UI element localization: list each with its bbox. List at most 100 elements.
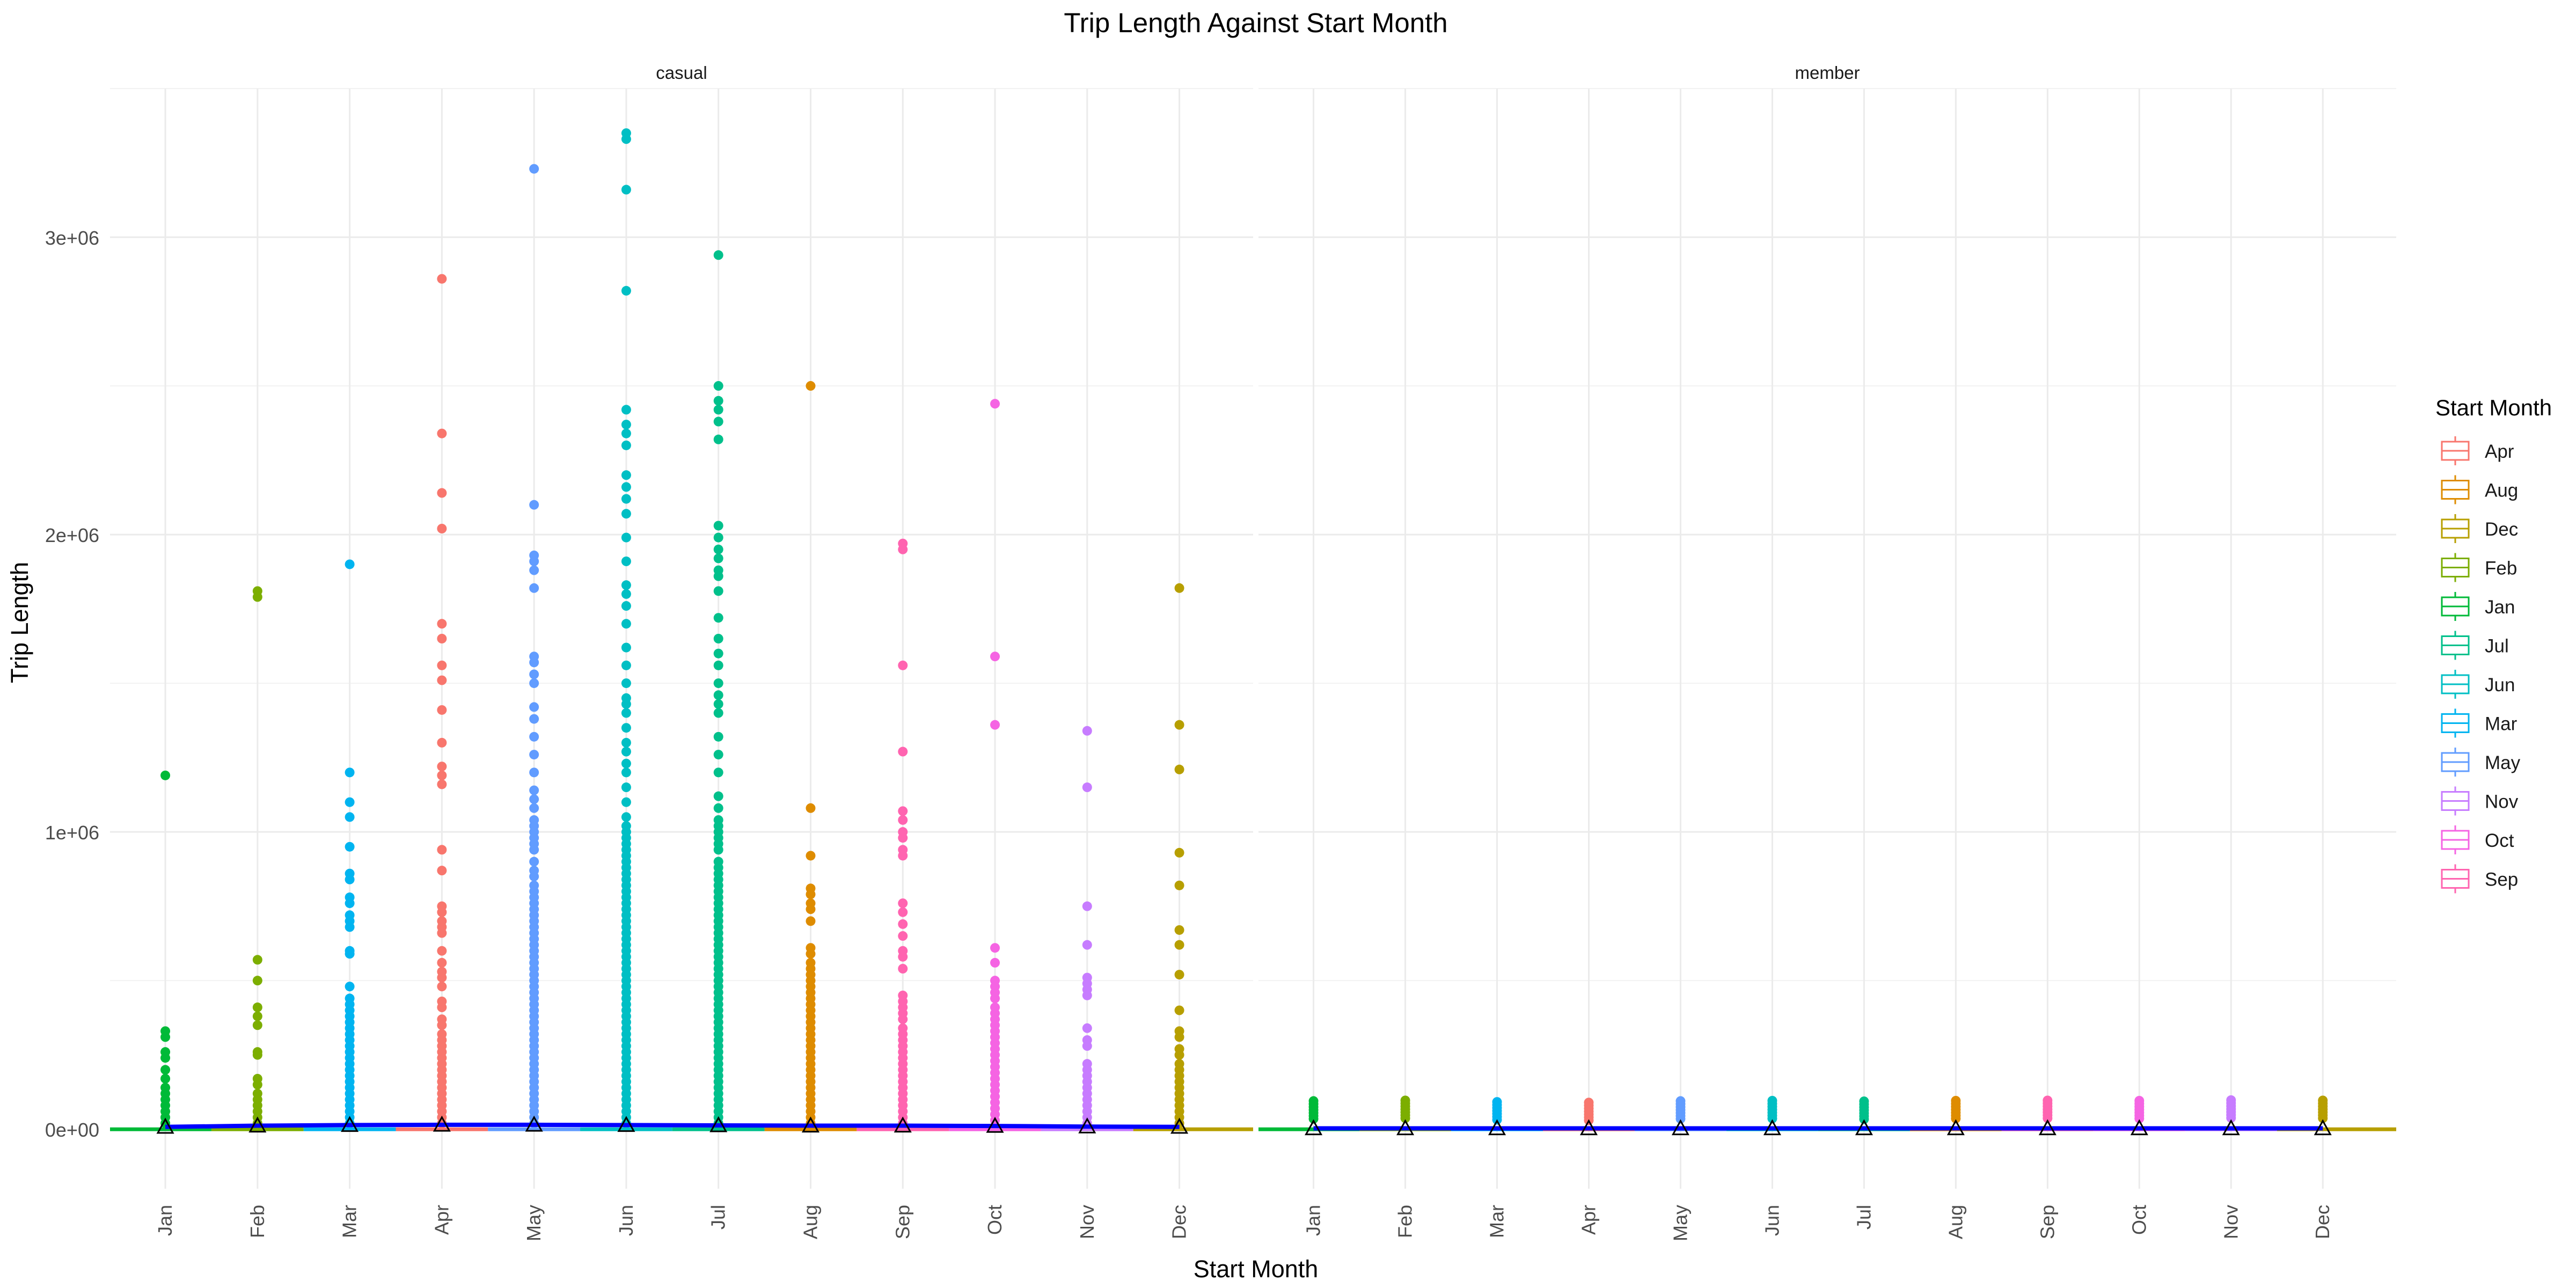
data-point-jul [713, 708, 723, 718]
data-point-mar [345, 922, 355, 932]
x-tick-label: Jul [707, 1205, 729, 1230]
legend-label: Mar [2485, 714, 2518, 735]
data-point-jul [713, 250, 723, 260]
data-point-dec [1174, 720, 1184, 730]
data-point-may [529, 565, 539, 575]
mean-marker [2222, 1119, 2240, 1136]
mean-marker [1946, 1119, 1965, 1136]
data-point-jun [621, 767, 631, 778]
legend-item-feb: Feb [2441, 553, 2517, 582]
data-point-jul [713, 396, 723, 406]
x-tick-label: Dec [1168, 1205, 1190, 1239]
mean-marker [1763, 1119, 1781, 1136]
data-point-apr [437, 274, 447, 284]
data-point-dec [2318, 1113, 2328, 1123]
data-point-jun [621, 580, 631, 590]
x-tick-label: May [523, 1205, 545, 1241]
data-point-aug [806, 916, 816, 926]
data-point-sep [898, 964, 908, 974]
data-point-aug [806, 381, 816, 391]
mean-marker [1579, 1119, 1598, 1136]
data-point-jul [713, 699, 723, 709]
x-tick-label: Sep [2036, 1205, 2058, 1239]
mean-marker [709, 1116, 728, 1132]
data-point-may [529, 657, 539, 668]
data-point-jan [160, 1053, 171, 1063]
data-point-aug [806, 889, 816, 899]
legend-title: Start Month [2435, 395, 2552, 420]
data-point-dec [1174, 970, 1184, 980]
data-point-sep [898, 833, 908, 843]
data-point-nov [1082, 1023, 1092, 1033]
y-tick-label: 1e+06 [45, 822, 99, 844]
data-point-jul [713, 731, 723, 742]
data-point-jan [160, 1065, 171, 1075]
data-point-oct [990, 399, 1000, 409]
data-point-jun [621, 747, 631, 757]
y-tick-label: 0e+00 [45, 1119, 99, 1141]
data-point-sep [898, 544, 908, 554]
mean-marker [156, 1117, 174, 1134]
data-point-jun [621, 470, 631, 480]
data-point-apr [437, 1002, 447, 1013]
data-point-jun [621, 509, 631, 519]
data-point-may [529, 702, 539, 712]
x-tick-label: Apr [1577, 1205, 1599, 1235]
x-tick-label: Mar [1486, 1205, 1508, 1238]
data-point-feb [252, 976, 262, 986]
x-tick-label: Dec [2311, 1205, 2333, 1239]
x-tick-label: Aug [799, 1205, 821, 1239]
data-point-jun [621, 642, 631, 653]
data-point-jun [621, 723, 631, 733]
legend: Start Month Apr Aug Dec Feb Jan Jul Jun Mar May N… [2435, 395, 2552, 894]
data-point-apr [437, 619, 447, 629]
data-point-sep [898, 1014, 908, 1024]
data-point-jul [713, 521, 723, 531]
data-point-sep [898, 919, 908, 929]
data-point-oct [990, 993, 1000, 1004]
legend-item-mar: Mar [2441, 708, 2518, 738]
data-point-jun [621, 758, 631, 769]
data-point-sep [898, 660, 908, 670]
data-point-feb [252, 1050, 262, 1060]
data-point-may [529, 794, 539, 804]
data-point-nov [1082, 990, 1092, 1000]
data-point-may [529, 750, 539, 760]
legend-item-sep: Sep [2441, 864, 2518, 894]
data-point-may [529, 731, 539, 742]
data-point-jul [1859, 1114, 1869, 1124]
data-point-jun [621, 660, 631, 670]
data-point-dec [1174, 925, 1184, 935]
data-point-jul [713, 434, 723, 444]
mean-marker [1488, 1119, 1506, 1136]
x-tick-label: Jun [615, 1205, 637, 1236]
data-point-jul [713, 690, 723, 700]
data-point-jun [621, 699, 631, 709]
data-point-aug [806, 949, 816, 959]
data-point-may [529, 583, 539, 593]
data-point-may [529, 803, 539, 813]
data-point-nov [1082, 901, 1092, 911]
data-point-feb [252, 592, 262, 602]
mean-marker [2130, 1119, 2148, 1136]
data-point-oct [990, 720, 1000, 730]
data-point-jul [713, 791, 723, 801]
legend-label: Feb [2485, 558, 2517, 579]
data-point-jun [621, 428, 631, 438]
data-point-apr [437, 660, 447, 670]
legend-item-aug: Aug [2441, 475, 2518, 504]
data-point-jun [621, 601, 631, 611]
data-point-sep [898, 898, 908, 909]
data-point-jul [713, 553, 723, 564]
x-tick-label: Jun [1761, 1205, 1783, 1236]
data-point-apr [437, 488, 447, 498]
data-point-mar [345, 874, 355, 884]
x-tick-label: Jan [1302, 1205, 1324, 1236]
mean-marker [248, 1116, 267, 1133]
data-point-mar [345, 767, 355, 778]
data-point-apr [437, 428, 447, 438]
data-point-jun [621, 440, 631, 450]
data-point-oct [990, 652, 1000, 662]
data-point-jan [1308, 1114, 1319, 1124]
data-point-may [529, 857, 539, 867]
